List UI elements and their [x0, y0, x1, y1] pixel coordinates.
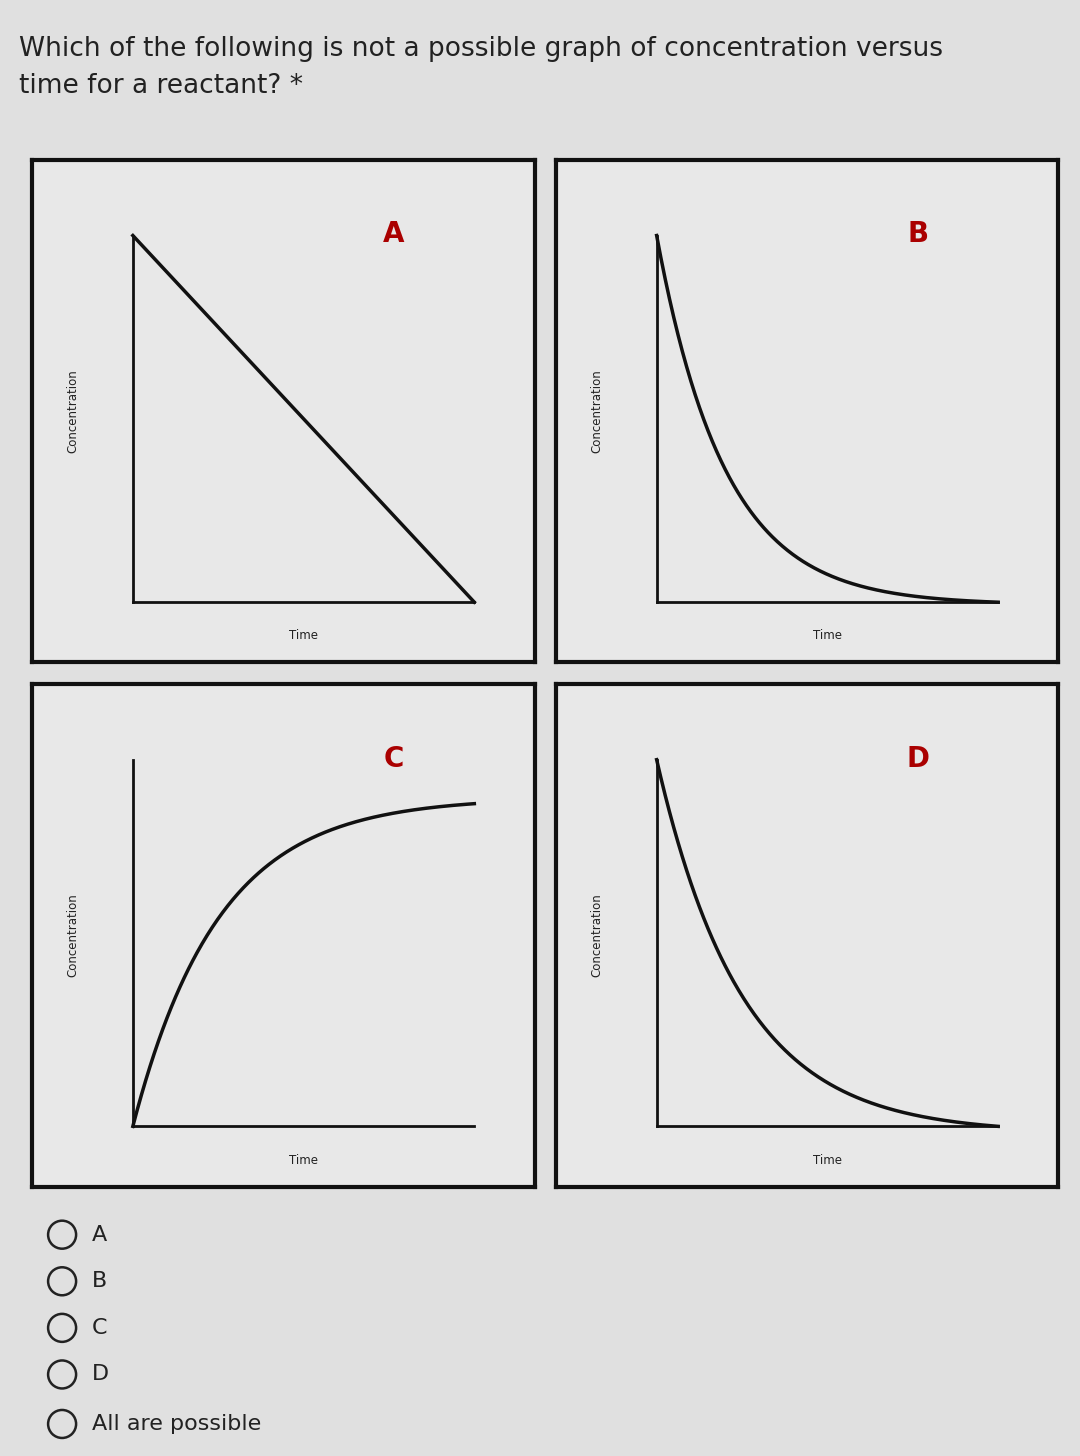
Text: Time: Time [813, 1153, 842, 1166]
Text: Time: Time [289, 1153, 319, 1166]
Text: Concentration: Concentration [590, 370, 603, 453]
Text: Which of the following is not a possible graph of concentration versus: Which of the following is not a possible… [19, 36, 944, 63]
Text: B: B [907, 220, 929, 249]
Text: time for a reactant? *: time for a reactant? * [19, 73, 303, 99]
Text: Concentration: Concentration [590, 894, 603, 977]
Text: Time: Time [813, 629, 842, 642]
Text: Time: Time [289, 629, 319, 642]
Text: Concentration: Concentration [66, 370, 79, 453]
Text: D: D [906, 744, 929, 773]
Text: C: C [92, 1318, 107, 1338]
Text: A: A [383, 220, 405, 249]
Text: D: D [92, 1364, 109, 1385]
Text: All are possible: All are possible [92, 1414, 261, 1434]
Text: C: C [383, 744, 404, 773]
Text: Concentration: Concentration [66, 894, 79, 977]
Text: A: A [92, 1224, 107, 1245]
Text: B: B [92, 1271, 107, 1291]
